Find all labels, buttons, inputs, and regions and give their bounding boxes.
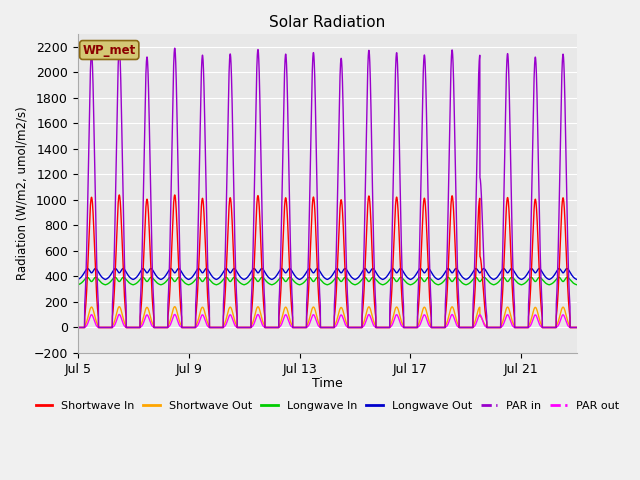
Longwave In [486,280,494,286]
Longwave Out [468,271,476,277]
PAR out [449,312,456,317]
Longwave In [449,278,456,284]
Longwave Out [284,267,292,273]
Text: WP_met: WP_met [83,44,136,57]
PAR out [115,312,123,317]
PAR in [284,118,292,123]
PAR in [486,324,494,330]
Legend: Shortwave In, Shortwave Out, Longwave In, Longwave Out, PAR in, PAR out: Shortwave In, Shortwave Out, Longwave In… [31,397,623,416]
Longwave Out [472,266,480,272]
PAR in [74,324,81,330]
Shortwave Out [449,304,456,310]
Longwave In [270,281,278,287]
Line: Shortwave Out: Shortwave Out [77,307,577,327]
Longwave In [573,282,580,288]
Shortwave In [74,324,81,330]
Longwave Out [74,276,81,282]
Shortwave In [573,324,580,330]
Longwave In [74,282,81,288]
Longwave Out [449,270,456,276]
Line: Longwave Out: Longwave Out [77,268,577,279]
PAR in [573,324,580,330]
Longwave Out [573,276,580,282]
PAR out [486,324,494,330]
Longwave Out [486,274,494,280]
Shortwave Out [573,324,580,330]
PAR out [573,324,580,330]
Shortwave In [472,254,480,260]
Y-axis label: Radiation (W/m2, umol/m2/s): Radiation (W/m2, umol/m2/s) [15,107,28,280]
PAR in [270,324,278,330]
Line: PAR out: PAR out [77,314,577,327]
Shortwave In [486,324,494,330]
X-axis label: Time: Time [312,377,342,390]
Title: Solar Radiation: Solar Radiation [269,15,385,30]
Line: Shortwave In: Shortwave In [77,195,577,327]
PAR out [284,316,292,322]
Longwave In [563,275,571,280]
Shortwave In [284,227,292,232]
PAR out [74,324,81,330]
PAR out [472,320,480,325]
Line: PAR in: PAR in [77,48,577,327]
Longwave In [468,278,476,284]
Longwave In [284,276,292,282]
PAR out [468,324,476,330]
Shortwave Out [472,313,480,319]
Longwave Out [270,276,278,281]
Shortwave Out [270,324,278,330]
Shortwave Out [115,304,123,310]
Shortwave Out [468,324,476,330]
Longwave Out [314,265,321,271]
PAR in [468,324,476,330]
Shortwave Out [284,309,292,315]
Shortwave In [270,324,278,330]
Shortwave In [449,193,456,199]
Line: Longwave In: Longwave In [77,277,577,285]
PAR out [270,324,278,330]
PAR in [449,48,456,53]
Shortwave Out [486,324,494,330]
Shortwave In [115,192,123,198]
PAR in [472,176,480,182]
Longwave In [472,275,480,280]
Shortwave Out [74,324,81,330]
PAR in [115,45,123,51]
Shortwave In [468,324,476,330]
